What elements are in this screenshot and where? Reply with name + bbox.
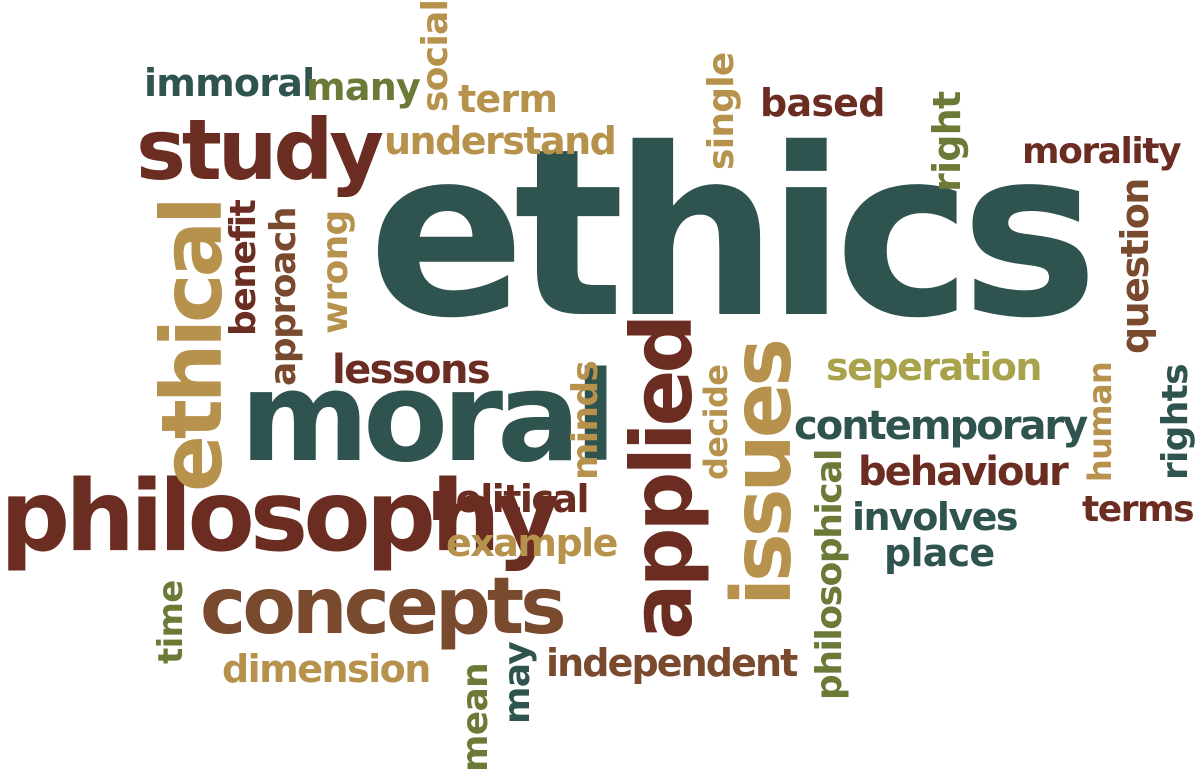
word-immoral: immoral [144, 61, 315, 105]
word-behaviour: behaviour [858, 449, 1069, 495]
word-moral: moral [240, 346, 617, 490]
word-example: example [446, 521, 618, 565]
word-minds: minds [565, 360, 606, 480]
word-rights: rights [1155, 364, 1196, 480]
word-decide: decide [697, 364, 735, 480]
word-philosophy: philosophy [0, 460, 560, 574]
word-study: study [136, 101, 384, 199]
word-time: time [151, 580, 191, 664]
word-human: human [1081, 361, 1119, 482]
word-contemporary: contemporary [794, 403, 1088, 449]
word-ethical: ethical [143, 200, 241, 492]
word-applied: applied [613, 317, 711, 640]
word-may: may [497, 641, 538, 724]
word-social: social [415, 0, 456, 112]
word-philosophical: philosophical [809, 450, 850, 700]
word-dimension: dimension [222, 647, 431, 691]
word-morality: morality [1022, 131, 1182, 172]
word-term: term [458, 77, 558, 121]
word-many: many [306, 65, 421, 109]
word-approach: approach [263, 207, 304, 386]
word-right: right [925, 91, 969, 192]
word-political: political [430, 477, 590, 521]
word-seperation: seperation [826, 345, 1042, 389]
word-ethics: ethics [368, 99, 1099, 369]
word-understand: understand [384, 119, 617, 163]
word-concepts: concepts [200, 562, 567, 652]
word-terms: terms [1082, 489, 1195, 530]
word-independent: independent [546, 641, 798, 685]
word-single: single [701, 52, 742, 170]
word-involves: involves [852, 495, 1019, 539]
word-wrong: wrong [315, 210, 356, 334]
word-question: question [1113, 179, 1157, 354]
word-lessons: lessons [332, 347, 491, 393]
word-mean: mean [455, 663, 496, 772]
word-based: based [760, 81, 885, 125]
word-benefit: benefit [223, 200, 264, 336]
word-place: place [884, 531, 995, 575]
